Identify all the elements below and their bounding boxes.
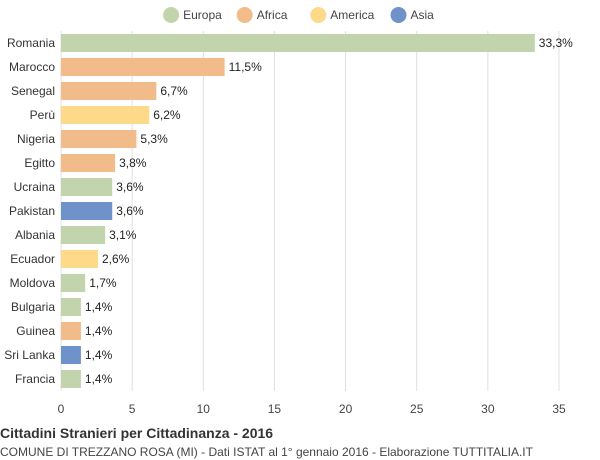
category-label: Senegal — [11, 84, 55, 98]
category-label: Nigeria — [17, 132, 55, 146]
legend-swatch — [163, 7, 180, 23]
x-tick-label: 25 — [410, 402, 424, 416]
chart-subtitle: COMUNE DI TREZZANO ROSA (MI) - Dati ISTA… — [0, 445, 533, 459]
value-label: 1,4% — [85, 324, 113, 338]
category-label: Ucraina — [14, 180, 56, 194]
legend-label: Africa — [257, 8, 288, 22]
legend-swatch — [236, 7, 253, 23]
bar — [61, 298, 81, 316]
value-label: 2,6% — [102, 252, 130, 266]
category-label: Moldova — [10, 276, 56, 290]
x-tick-label: 5 — [129, 402, 136, 416]
value-label: 6,2% — [153, 108, 181, 122]
value-label: 5,3% — [140, 132, 168, 146]
category-label: Sri Lanka — [4, 348, 55, 362]
x-tick-label: 15 — [268, 402, 282, 416]
value-label: 3,6% — [116, 180, 144, 194]
bar — [61, 154, 116, 172]
bar — [61, 226, 106, 244]
legend-swatch — [310, 7, 327, 23]
value-label: 1,4% — [85, 348, 113, 362]
bar — [61, 106, 150, 124]
category-label: Marocco — [9, 60, 55, 74]
category-label: Albania — [15, 228, 55, 242]
legend-label: Asia — [411, 8, 435, 22]
chart-title: Cittadini Stranieri per Cittadinanza - 2… — [0, 425, 274, 441]
category-label: Romania — [7, 36, 55, 50]
bar — [61, 82, 157, 100]
legend-label: America — [330, 8, 374, 22]
legend-label: Europa — [183, 8, 222, 22]
value-label: 3,1% — [109, 228, 137, 242]
bar — [61, 346, 81, 364]
category-label: Pakistan — [9, 204, 55, 218]
bar — [61, 58, 225, 76]
value-label: 1,4% — [85, 300, 113, 314]
bar — [61, 34, 535, 52]
value-label: 33,3% — [539, 36, 573, 50]
category-label: Guinea — [16, 324, 55, 338]
x-tick-label: 35 — [552, 402, 566, 416]
bar — [61, 130, 137, 148]
bar — [61, 322, 81, 340]
value-label: 6,7% — [160, 84, 188, 98]
category-labels: Romania Marocco Senegal Perù Nigeria Egitto Uc… — [4, 36, 55, 386]
category-label: Francia — [15, 372, 55, 386]
bar — [61, 178, 113, 196]
value-label: 3,6% — [116, 204, 144, 218]
value-label: 1,7% — [89, 276, 117, 290]
bar — [61, 202, 113, 220]
x-tick-label: 0 — [58, 402, 65, 416]
x-tick-label: 10 — [197, 402, 211, 416]
x-axis-ticks: 0 5 10 15 20 25 30 35 — [58, 402, 566, 416]
x-tick-label: 20 — [339, 402, 353, 416]
legend: Europa Africa America Asia — [163, 7, 434, 23]
category-label: Ecuador — [10, 252, 55, 266]
bar — [61, 370, 81, 388]
value-label: 3,8% — [119, 156, 147, 170]
bar — [61, 274, 86, 292]
bar-chart: Romania Marocco Senegal Perù Nigeria Egitto Uc… — [4, 7, 573, 416]
category-label: Bulgaria — [11, 300, 55, 314]
value-label: 1,4% — [85, 372, 113, 386]
value-label: 11,5% — [229, 60, 262, 74]
category-label: Egitto — [24, 156, 55, 170]
bars-group — [61, 34, 535, 388]
bar — [61, 250, 98, 268]
category-label: Perù — [30, 108, 55, 122]
legend-swatch — [390, 7, 407, 23]
x-tick-label: 30 — [481, 402, 495, 416]
value-labels: 33,3% 11,5% 6,7% 6,2% 5,3% 3,8% 3,6% 3,6% 3,1% 2,… — [85, 36, 573, 386]
